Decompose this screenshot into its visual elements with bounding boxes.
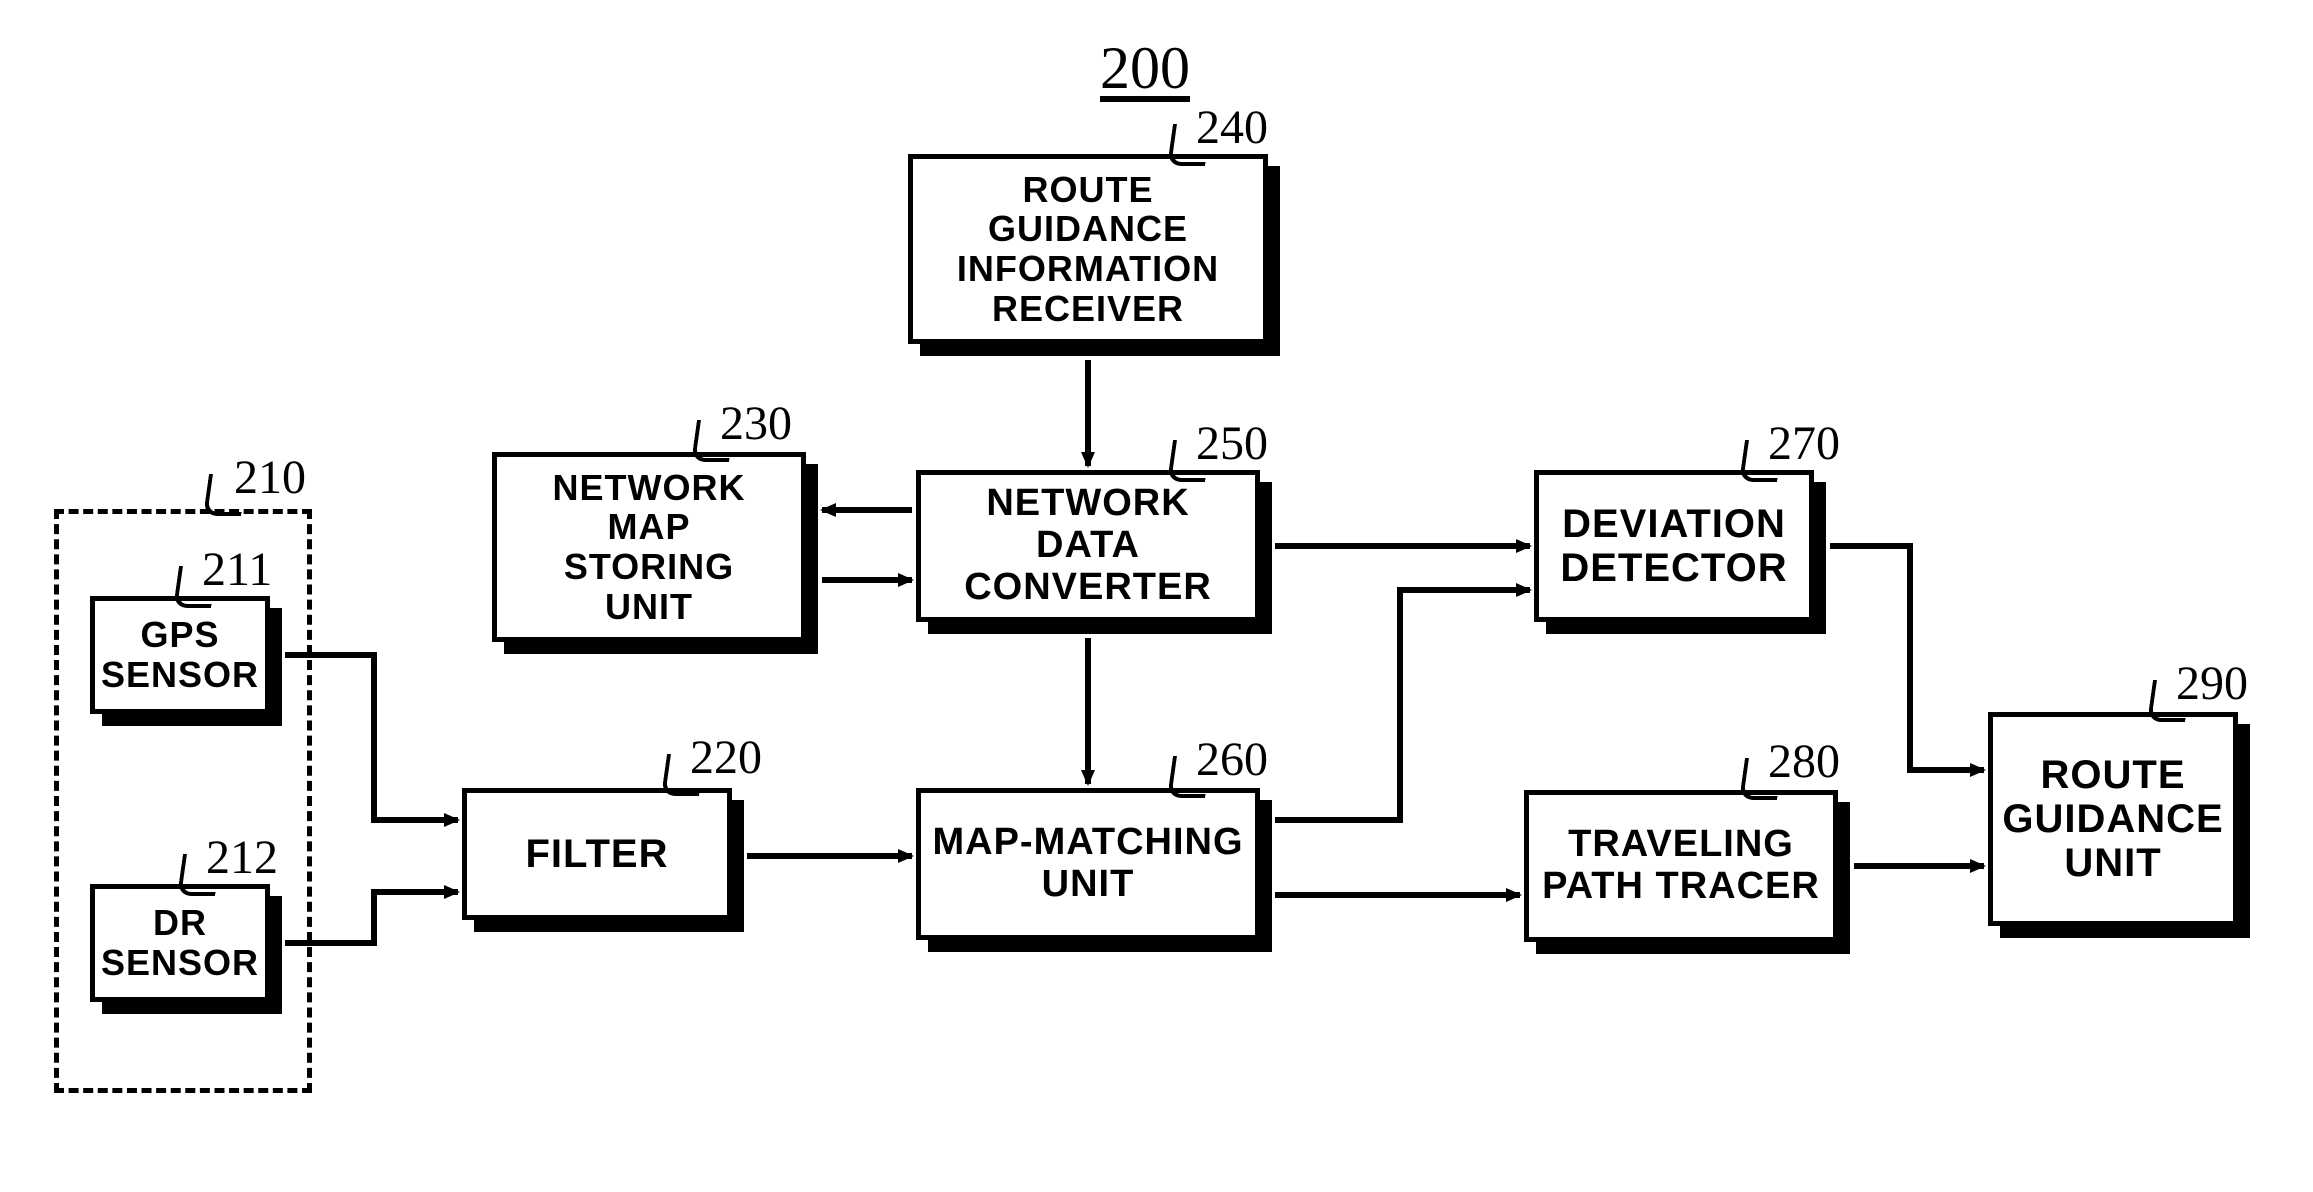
route-guidance-unit-block: ROUTE GUIDANCE UNIT <box>1988 712 2238 926</box>
map-matching-unit-block: MAP-MATCHING UNIT <box>916 788 1260 940</box>
ref-230-tick <box>691 420 735 462</box>
ref-260-tick <box>1167 756 1211 798</box>
edge-mmu-to-dev <box>1275 590 1530 820</box>
ref-240-tick <box>1167 124 1211 166</box>
route-guidance-info-receiver-block: ROUTE GUIDANCE INFORMATION RECEIVER <box>908 154 1268 344</box>
network-map-storing-unit-block: NETWORK MAP STORING UNIT <box>492 452 806 642</box>
ref-220-tick <box>661 754 705 796</box>
traveling-path-tracer-block: TRAVELING PATH TRACER <box>1524 790 1838 942</box>
ref-250-tick <box>1167 440 1211 482</box>
deviation-detector-block: DEVIATION DETECTOR <box>1534 470 1814 622</box>
filter-block: FILTER <box>462 788 732 920</box>
edge-dev-to-rgu <box>1830 546 1984 770</box>
gps-sensor-block: GPS SENSOR <box>90 596 270 714</box>
ref-280-tick <box>1739 758 1783 800</box>
dr-sensor-block: DR SENSOR <box>90 884 270 1002</box>
ref-210-tick <box>203 474 247 516</box>
ref-290-tick <box>2147 680 2191 722</box>
figure-title-ref: 200 <box>1100 34 1190 103</box>
ref-270-tick <box>1739 440 1783 482</box>
diagram-canvas: 200 GPS SENSOR DR SENSOR FILTER NETWORK … <box>0 0 2313 1192</box>
ref-212-tick <box>177 854 221 896</box>
ref-211-tick <box>173 566 217 608</box>
network-data-converter-block: NETWORK DATA CONVERTER <box>916 470 1260 622</box>
